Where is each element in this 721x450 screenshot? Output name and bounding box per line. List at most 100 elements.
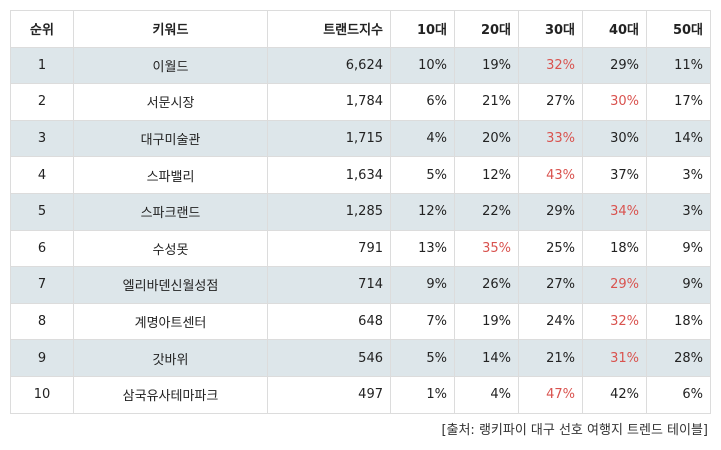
rank-cell: 3 bbox=[10, 119, 74, 158]
rank-cell: 7 bbox=[10, 266, 74, 304]
age-share-cell: 42% bbox=[582, 375, 647, 414]
age-share-cell: 27% bbox=[518, 266, 583, 304]
age-share-cell: 19% bbox=[454, 302, 519, 341]
age-share-cell: 13% bbox=[390, 229, 455, 268]
age-share-cell: 27% bbox=[518, 83, 583, 121]
trend-index-cell: 6,624 bbox=[267, 46, 391, 85]
header-age-20s: 20대 bbox=[454, 10, 519, 48]
age-share-cell: 9% bbox=[390, 266, 455, 304]
age-share-cell: 24% bbox=[518, 302, 583, 341]
age-share-cell: 47% bbox=[518, 375, 583, 414]
rank-cell: 10 bbox=[10, 375, 74, 414]
age-share-cell: 17% bbox=[646, 83, 711, 121]
header-keyword: 키워드 bbox=[73, 10, 268, 48]
age-share-cell: 5% bbox=[390, 339, 455, 377]
age-share-cell: 30% bbox=[582, 119, 647, 158]
header-trend-index: 트랜드지수 bbox=[267, 10, 391, 48]
age-share-cell: 9% bbox=[646, 229, 711, 268]
header-age-50s: 50대 bbox=[646, 10, 711, 48]
trend-index-cell: 497 bbox=[267, 375, 391, 414]
age-share-cell: 1% bbox=[390, 375, 455, 414]
age-share-cell: 28% bbox=[646, 339, 711, 377]
age-share-cell: 12% bbox=[390, 192, 455, 231]
rank-cell: 9 bbox=[10, 339, 74, 377]
rank-cell: 5 bbox=[10, 192, 74, 231]
trend-index-cell: 1,285 bbox=[267, 192, 391, 231]
age-share-cell: 31% bbox=[582, 339, 647, 377]
table-row: 3 대구미술관 1,715 4% 20% 33% 30% 14% bbox=[10, 119, 711, 158]
age-share-cell: 30% bbox=[582, 83, 647, 121]
age-share-cell: 3% bbox=[646, 192, 711, 231]
age-share-cell: 26% bbox=[454, 266, 519, 304]
age-share-cell: 4% bbox=[454, 375, 519, 414]
keyword-cell: 대구미술관 bbox=[73, 119, 268, 158]
trend-index-cell: 791 bbox=[267, 229, 391, 268]
age-share-cell: 32% bbox=[582, 302, 647, 341]
age-share-cell: 21% bbox=[454, 83, 519, 121]
age-share-cell: 20% bbox=[454, 119, 519, 158]
age-share-cell: 32% bbox=[518, 46, 583, 85]
table-header-row: 순위 키워드 트랜드지수 10대 20대 30대 40대 50대 bbox=[10, 10, 711, 48]
rank-cell: 6 bbox=[10, 229, 74, 268]
table-row: 8 계명아트센터 648 7% 19% 24% 32% 18% bbox=[10, 302, 711, 341]
keyword-cell: 삼국유사테마파크 bbox=[73, 375, 268, 414]
age-share-cell: 19% bbox=[454, 46, 519, 85]
age-share-cell: 29% bbox=[582, 266, 647, 304]
keyword-cell: 스파밸리 bbox=[73, 156, 268, 194]
age-share-cell: 6% bbox=[390, 83, 455, 121]
rank-cell: 4 bbox=[10, 156, 74, 194]
age-share-cell: 29% bbox=[518, 192, 583, 231]
trend-index-cell: 1,715 bbox=[267, 119, 391, 158]
table-row: 7 엘리바덴신월성점 714 9% 26% 27% 29% 9% bbox=[10, 266, 711, 304]
age-share-cell: 25% bbox=[518, 229, 583, 268]
age-share-cell: 21% bbox=[518, 339, 583, 377]
age-share-cell: 29% bbox=[582, 46, 647, 85]
keyword-cell: 스파크랜드 bbox=[73, 192, 268, 231]
trend-index-cell: 546 bbox=[267, 339, 391, 377]
age-share-cell: 18% bbox=[582, 229, 647, 268]
age-share-cell: 11% bbox=[646, 46, 711, 85]
age-share-cell: 10% bbox=[390, 46, 455, 85]
table-body: 1 이월드 6,624 10% 19% 32% 29% 11% 2 서문시장 1,784 6% 21% 2… bbox=[10, 46, 711, 414]
rank-cell: 1 bbox=[10, 46, 74, 85]
age-share-cell: 22% bbox=[454, 192, 519, 231]
header-age-40s: 40대 bbox=[582, 10, 647, 48]
trend-index-cell: 1,784 bbox=[267, 83, 391, 121]
age-share-cell: 9% bbox=[646, 266, 711, 304]
table-row: 2 서문시장 1,784 6% 21% 27% 30% 17% bbox=[10, 83, 711, 121]
age-share-cell: 4% bbox=[390, 119, 455, 158]
age-share-cell: 18% bbox=[646, 302, 711, 341]
keyword-cell: 수성못 bbox=[73, 229, 268, 268]
source-caption: [출처: 랭키파이 대구 선호 여행지 트렌드 테이블] bbox=[441, 423, 708, 438]
table-row: 5 스파크랜드 1,285 12% 22% 29% 34% 3% bbox=[10, 192, 711, 231]
trend-index-cell: 648 bbox=[267, 302, 391, 341]
keyword-cell: 엘리바덴신월성점 bbox=[73, 266, 268, 304]
age-share-cell: 3% bbox=[646, 156, 711, 194]
age-share-cell: 14% bbox=[646, 119, 711, 158]
trend-table: 순위 키워드 트랜드지수 10대 20대 30대 40대 50대 1 이월드 6,6… bbox=[10, 10, 711, 414]
table-row: 6 수성못 791 13% 35% 25% 18% 9% bbox=[10, 229, 711, 268]
age-share-cell: 33% bbox=[518, 119, 583, 158]
table-row: 1 이월드 6,624 10% 19% 32% 29% 11% bbox=[10, 46, 711, 85]
rank-cell: 2 bbox=[10, 83, 74, 121]
trend-index-cell: 1,634 bbox=[267, 156, 391, 194]
age-share-cell: 6% bbox=[646, 375, 711, 414]
age-share-cell: 12% bbox=[454, 156, 519, 194]
age-share-cell: 7% bbox=[390, 302, 455, 341]
table-row: 4 스파밸리 1,634 5% 12% 43% 37% 3% bbox=[10, 156, 711, 194]
keyword-cell: 서문시장 bbox=[73, 83, 268, 121]
keyword-cell: 계명아트센터 bbox=[73, 302, 268, 341]
age-share-cell: 14% bbox=[454, 339, 519, 377]
header-age-10s: 10대 bbox=[390, 10, 455, 48]
header-age-30s: 30대 bbox=[518, 10, 583, 48]
header-rank: 순위 bbox=[10, 10, 74, 48]
table-row: 9 갓바위 546 5% 14% 21% 31% 28% bbox=[10, 339, 711, 377]
keyword-cell: 갓바위 bbox=[73, 339, 268, 377]
age-share-cell: 34% bbox=[582, 192, 647, 231]
table-row: 10 삼국유사테마파크 497 1% 4% 47% 42% 6% bbox=[10, 375, 711, 414]
age-share-cell: 43% bbox=[518, 156, 583, 194]
age-share-cell: 37% bbox=[582, 156, 647, 194]
age-share-cell: 35% bbox=[454, 229, 519, 268]
rank-cell: 8 bbox=[10, 302, 74, 341]
